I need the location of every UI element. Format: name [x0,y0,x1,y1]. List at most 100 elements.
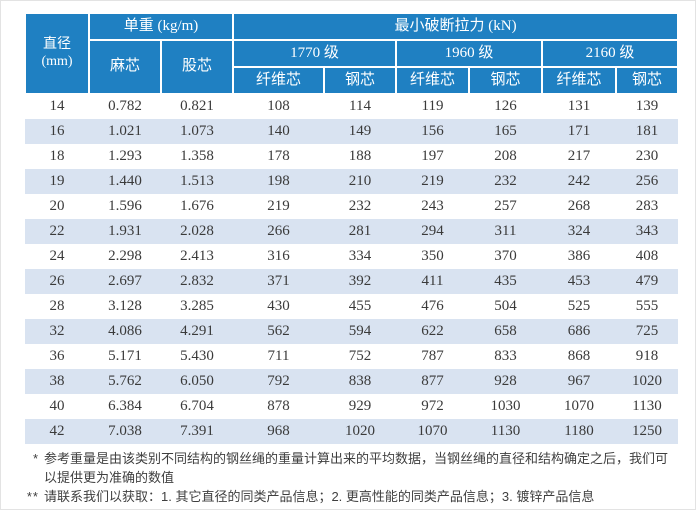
table-row: 26 2.697 2.832 371 392 411 435 453 479 [25,269,679,294]
table-body: 14 0.782 0.821 108 114 119 126 131 139 16 1.021 1.0… [25,94,679,444]
value-cell: 334 [348,248,372,264]
value-cell: 928 [469,369,543,394]
diameter-cell: 24 [49,248,65,264]
value-cell: 316 [267,248,290,264]
value-cell: 658 [469,319,543,344]
value-cell: 3.128 [108,298,142,314]
header-core-1770-steel: 钢芯 [324,67,397,94]
value-cell: 311 [469,219,543,244]
value-cell: 1.513 [161,169,234,194]
value-cell: 435 [469,269,543,294]
value-cell: 833 [494,348,517,364]
value-cell: 6.704 [180,398,214,414]
value-cell: 4.291 [161,319,234,344]
value-cell: 1180 [542,419,617,444]
value-cell: 266 [233,219,325,244]
value-cell: 230 [635,148,659,164]
value-cell: 5.171 [108,348,142,364]
header-diameter: 直径 (mm) [25,13,89,94]
value-cell: 1030 [490,398,521,414]
header-grade-1960: 1960 级 [396,40,543,67]
value-cell: 594 [324,319,397,344]
footnote-reference-weight: * 参考重量是由该类别不同结构的钢丝绳的重量计算出来的平均数据，当钢丝绳的直径和… [21,449,675,487]
table-row: 24 2.298 2.413 316 334 350 370 386 408 [25,244,678,269]
value-cell: 525 [567,298,591,314]
diameter-cell: 16 [25,119,89,144]
footnotes: * 参考重量是由该类别不同结构的钢丝绳的重量计算出来的平均数据，当钢丝绳的直径和… [21,449,675,506]
value-cell: 878 [267,398,290,414]
table-row: 32 4.086 4.291 562 594 622 658 686 725 [25,319,679,344]
value-cell: 324 [542,219,617,244]
value-cell: 3.285 [180,298,214,314]
value-cell: 504 [494,298,517,314]
value-cell: 126 [494,98,517,114]
value-cell: 242 [542,169,617,194]
footnote-text: 请联系我们以获取：1. 其它直径的同类产品信息；2. 更高性能的同类产品信息；3… [44,489,595,504]
header-row-2: 麻芯 股芯 1770 级 1960 级 2160 级 [25,40,679,94]
value-cell: 1130 [469,419,543,444]
value-cell: 371 [233,269,325,294]
diameter-cell: 38 [25,369,89,394]
header-core-1770-fiber: 纤维芯 [233,67,325,94]
footnote-marker: * [32,451,39,466]
table-row: 36 5.171 5.430 711 752 787 833 868 918 [25,344,678,369]
value-cell: 2.697 [89,269,161,294]
value-cell: 411 [396,269,470,294]
table-row: 40 6.384 6.704 878 929 972 1030 1070 1130 [25,394,678,419]
value-cell: 7.038 [89,419,161,444]
table-header: 直径 (mm) 单重 (kg/m) 最小破断拉力 (kN) 麻芯 股芯 1770… [25,13,679,94]
value-cell: 178 [267,148,290,164]
header-core-2160-fiber: 纤维芯 [542,67,617,94]
value-cell: 787 [421,348,444,364]
diameter-cell: 42 [25,419,89,444]
value-cell: 139 [635,98,659,114]
value-cell: 1070 [396,419,470,444]
value-cell: 392 [324,269,397,294]
value-cell: 4.086 [89,319,161,344]
value-cell: 5.430 [180,348,214,364]
value-cell: 430 [267,298,290,314]
value-cell: 1020 [616,369,679,394]
value-cell: 2.298 [108,248,142,264]
value-cell: 197 [421,148,444,164]
value-cell: 792 [233,369,325,394]
value-cell: 257 [494,198,517,214]
value-cell: 370 [494,248,517,264]
value-cell: 725 [616,319,679,344]
value-cell: 7.391 [161,419,234,444]
value-cell: 1.293 [108,148,142,164]
diameter-cell: 20 [49,198,65,214]
value-cell: 476 [421,298,444,314]
table-row: 19 1.440 1.513 198 210 219 232 242 256 [25,169,679,194]
value-cell: 343 [616,219,679,244]
value-cell: 2.028 [161,219,234,244]
footnote-contact-us: ** 请联系我们以获取：1. 其它直径的同类产品信息；2. 更高性能的同类产品信… [21,487,675,506]
value-cell: 838 [324,369,397,394]
value-cell: 1130 [632,398,662,414]
value-cell: 0.821 [180,98,214,114]
table-row: 18 1.293 1.358 178 188 197 208 217 230 [25,144,678,169]
header-grade-2160: 2160 级 [542,40,679,67]
value-cell: 232 [469,169,543,194]
value-cell: 283 [635,198,659,214]
header-row-3: 纤维芯 钢芯 纤维芯 钢芯 纤维芯 钢芯 [25,67,679,94]
value-cell: 752 [348,348,372,364]
value-cell: 5.762 [89,369,161,394]
diameter-cell: 26 [25,269,89,294]
value-cell: 1.021 [89,119,161,144]
value-cell: 243 [421,198,444,214]
header-breaking-force: 最小破断拉力 (kN) [233,13,679,40]
header-unit-weight: 单重 (kg/m) [89,13,234,40]
value-cell: 119 [421,98,444,114]
value-cell: 1.440 [89,169,161,194]
value-cell: 165 [469,119,543,144]
header-diameter-unit: (mm) [41,53,73,69]
value-cell: 1070 [564,398,595,414]
value-cell: 479 [616,269,679,294]
value-cell: 1.358 [180,148,214,164]
diameter-cell: 32 [25,319,89,344]
value-cell: 188 [348,148,372,164]
table-row: 28 3.128 3.285 430 455 476 504 525 555 [25,294,678,319]
value-cell: 268 [567,198,591,214]
value-cell: 967 [542,369,617,394]
